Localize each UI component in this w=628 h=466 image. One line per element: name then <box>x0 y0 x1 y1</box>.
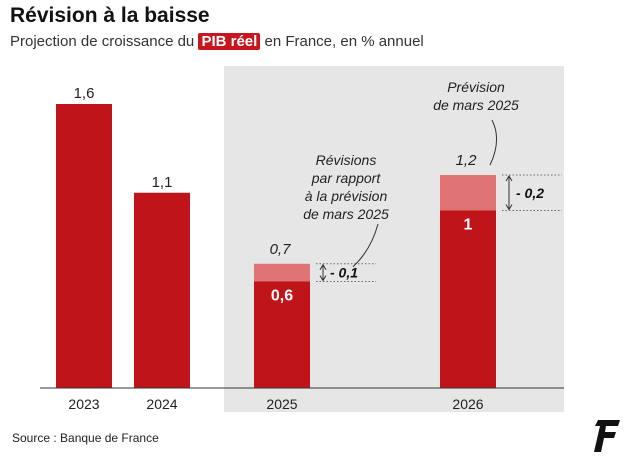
chart-subtitle: Projection de croissance du PIB réel en … <box>10 33 424 50</box>
previous-forecast-group <box>254 175 496 282</box>
publisher-logo <box>594 420 620 452</box>
revision-guides-group <box>316 174 562 282</box>
previous-forecast-bar <box>440 175 496 211</box>
bar-value-label: 0,6 <box>271 288 293 305</box>
bar <box>56 104 112 388</box>
annotations-group: Révisions par rapport à la prévision de mar… <box>303 79 519 268</box>
previous-forecast-bar <box>254 263 310 282</box>
x-tick-label: 2025 <box>266 396 297 412</box>
x-tick-label: 2024 <box>146 396 177 412</box>
previous-forecast-label: 1,2 <box>456 152 478 169</box>
chart-title: Révision à la baisse <box>10 4 210 27</box>
x-tick-label: 2023 <box>68 396 99 412</box>
revision-arrowhead-up <box>505 175 513 182</box>
bar-value-label: 1,1 <box>152 174 173 191</box>
subtitle-before: Projection de croissance du <box>10 33 199 50</box>
labels-group: 1,6 2023 1,1 2024 - 0,1 0,7 0,6 2025 - 0,2 1,2 1 20… <box>68 85 544 412</box>
revision-label: - 0,1 <box>330 265 358 281</box>
annotation-revision: Révisions par rapport à la prévision de mar… <box>303 152 389 222</box>
annotation-previous-forecast: Prévision de mars 2025 <box>433 79 519 113</box>
revision-label: - 0,2 <box>516 185 544 201</box>
subtitle-after: en France, en % annuel <box>260 33 424 50</box>
bars-group <box>56 104 496 388</box>
subtitle-highlight: PIB réel <box>198 33 261 50</box>
revision-arrowhead-down <box>319 275 327 282</box>
bar <box>134 192 190 388</box>
revision-arrowhead-up <box>319 263 327 271</box>
x-tick-label: 2026 <box>452 396 483 412</box>
annotation-revision-connector <box>352 223 379 268</box>
previous-forecast-label: 0,7 <box>270 241 292 258</box>
source-note: Source : Banque de France <box>12 431 159 445</box>
revision-arrowhead-down <box>505 204 513 211</box>
bar-value-label: 1,6 <box>74 85 95 102</box>
annotation-previous-forecast-connector <box>489 119 497 166</box>
bar-value-label: 1 <box>464 217 473 234</box>
bar <box>440 210 496 388</box>
bar <box>254 281 310 388</box>
